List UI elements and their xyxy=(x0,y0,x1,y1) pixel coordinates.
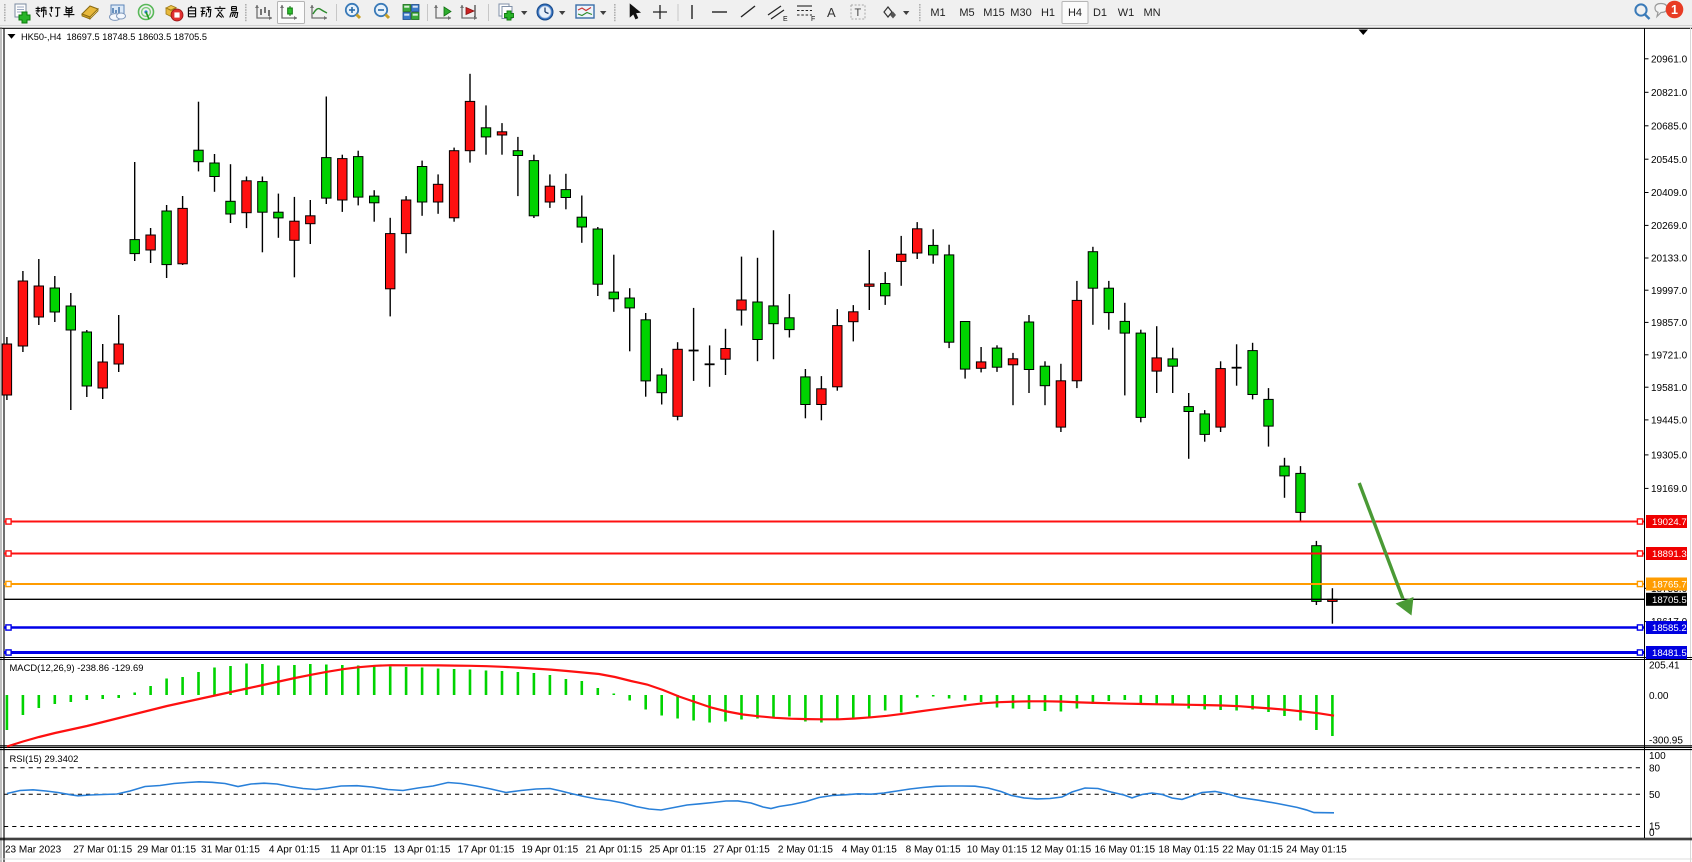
svg-text:21 Apr 01:15: 21 Apr 01:15 xyxy=(585,845,642,856)
svg-text:20961.0: 20961.0 xyxy=(1651,54,1688,65)
svg-text:19857.0: 19857.0 xyxy=(1651,318,1688,329)
svg-text:19305.0: 19305.0 xyxy=(1651,451,1688,462)
svg-text:27 Apr 01:15: 27 Apr 01:15 xyxy=(713,845,770,856)
svg-text:18585.2: 18585.2 xyxy=(1652,623,1687,634)
svg-text:H1: H1 xyxy=(1041,7,1055,19)
svg-text:F: F xyxy=(811,16,815,23)
svg-text:-300.95: -300.95 xyxy=(1649,735,1683,746)
svg-text:W1: W1 xyxy=(1118,7,1135,19)
svg-text:18891.3: 18891.3 xyxy=(1652,549,1687,560)
svg-text:MACD(12,26,9) -238.86 -129.69: MACD(12,26,9) -238.86 -129.69 xyxy=(10,662,144,673)
svg-text:18 May 01:15: 18 May 01:15 xyxy=(1158,845,1219,856)
svg-text:19024.7: 19024.7 xyxy=(1652,517,1687,528)
svg-text:50: 50 xyxy=(1649,790,1661,801)
svg-text:T: T xyxy=(855,7,862,19)
svg-text:D1: D1 xyxy=(1093,7,1107,19)
svg-text:80: 80 xyxy=(1649,763,1661,774)
svg-text:23 Mar 2023: 23 Mar 2023 xyxy=(5,845,62,856)
svg-text:20685.0: 20685.0 xyxy=(1651,121,1688,132)
svg-text:31 Mar 01:15: 31 Mar 01:15 xyxy=(201,845,260,856)
svg-text:HK50-,H4 18697.5 18748.5 1860: HK50-,H4 18697.5 18748.5 18603.5 18705.5 xyxy=(21,32,207,42)
svg-text:11 Apr 01:15: 11 Apr 01:15 xyxy=(330,845,386,856)
svg-text:MN: MN xyxy=(1143,7,1160,19)
svg-text:19 Apr 01:15: 19 Apr 01:15 xyxy=(522,845,579,856)
svg-text:E: E xyxy=(783,16,788,23)
svg-text:A: A xyxy=(827,5,836,20)
svg-text:27 Mar 01:15: 27 Mar 01:15 xyxy=(73,845,132,856)
svg-text:M5: M5 xyxy=(959,7,974,19)
svg-text:18481.5: 18481.5 xyxy=(1652,648,1687,659)
svg-text:19169.0: 19169.0 xyxy=(1651,484,1688,495)
svg-text:8 May 01:15: 8 May 01:15 xyxy=(906,845,961,856)
svg-text:18705.5: 18705.5 xyxy=(1652,595,1687,606)
svg-text:205.41: 205.41 xyxy=(1649,661,1680,672)
svg-text:10 May 01:15: 10 May 01:15 xyxy=(967,845,1028,856)
svg-text:29 Mar 01:15: 29 Mar 01:15 xyxy=(137,845,196,856)
svg-text:24 May 01:15: 24 May 01:15 xyxy=(1286,845,1347,856)
svg-text:13 Apr 01:15: 13 Apr 01:15 xyxy=(394,845,451,856)
svg-text:2 May 01:15: 2 May 01:15 xyxy=(778,845,833,856)
svg-text:16 May 01:15: 16 May 01:15 xyxy=(1094,845,1155,856)
svg-text:4 Apr 01:15: 4 Apr 01:15 xyxy=(269,845,321,856)
svg-text:0: 0 xyxy=(1649,828,1655,839)
svg-text:25 Apr 01:15: 25 Apr 01:15 xyxy=(649,845,706,856)
svg-text:0.00: 0.00 xyxy=(1649,691,1669,702)
svg-text:M1: M1 xyxy=(930,7,945,19)
svg-text:19721.0: 19721.0 xyxy=(1651,350,1688,361)
svg-text:20545.0: 20545.0 xyxy=(1651,155,1688,166)
svg-text:1: 1 xyxy=(1671,3,1678,17)
svg-text:M15: M15 xyxy=(983,7,1004,19)
svg-text:4 May 01:15: 4 May 01:15 xyxy=(842,845,897,856)
svg-text:17 Apr 01:15: 17 Apr 01:15 xyxy=(458,845,515,856)
svg-text:20821.0: 20821.0 xyxy=(1651,88,1688,99)
svg-text:20133.0: 20133.0 xyxy=(1651,254,1688,265)
svg-text:19445.0: 19445.0 xyxy=(1651,416,1688,427)
svg-text:RSI(15) 29.3402: RSI(15) 29.3402 xyxy=(10,753,79,764)
svg-text:22 May 01:15: 22 May 01:15 xyxy=(1222,845,1283,856)
svg-text:100: 100 xyxy=(1649,751,1666,762)
svg-text:15: 15 xyxy=(1649,822,1661,833)
svg-text:20269.0: 20269.0 xyxy=(1651,221,1688,232)
svg-text:19581.0: 19581.0 xyxy=(1651,383,1688,394)
svg-text:20409.0: 20409.0 xyxy=(1651,188,1688,199)
svg-text:19997.0: 19997.0 xyxy=(1651,286,1688,297)
svg-text:M30: M30 xyxy=(1010,7,1031,19)
svg-text:12 May 01:15: 12 May 01:15 xyxy=(1031,845,1092,856)
svg-text:18765.7: 18765.7 xyxy=(1652,580,1687,591)
svg-text:H4: H4 xyxy=(1068,7,1082,19)
